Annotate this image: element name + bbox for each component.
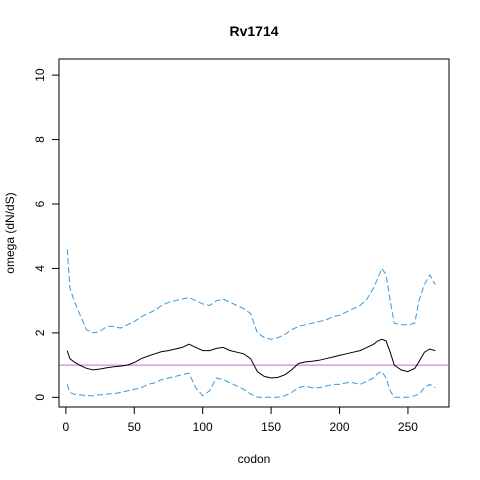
series-line-2	[66, 370, 436, 398]
chart-title: Rv1714	[229, 23, 278, 39]
series-line-0	[66, 338, 436, 379]
y-tick-label: 2	[33, 329, 47, 336]
x-axis: 0 50 100 150 200 250	[62, 406, 418, 434]
y-tick-label: 0	[33, 394, 47, 401]
x-tick-label: 200	[330, 420, 350, 434]
y-tick-label: 6	[33, 200, 47, 207]
y-tick-label: 10	[33, 68, 47, 82]
x-axis-label: codon	[238, 452, 271, 466]
x-tick-label: 100	[193, 420, 213, 434]
y-tick-label: 4	[33, 265, 47, 272]
y-axis: 0 2 4 6 8 10	[33, 68, 60, 401]
series-line-1	[66, 249, 436, 340]
x-tick-label: 250	[398, 420, 418, 434]
x-tick-label: 50	[128, 420, 142, 434]
x-tick-label: 150	[261, 420, 281, 434]
series-layer	[66, 249, 436, 398]
y-axis-label: omega (dN/dS)	[3, 192, 17, 273]
y-tick-label: 8	[33, 136, 47, 143]
x-tick-label: 0	[62, 420, 69, 434]
